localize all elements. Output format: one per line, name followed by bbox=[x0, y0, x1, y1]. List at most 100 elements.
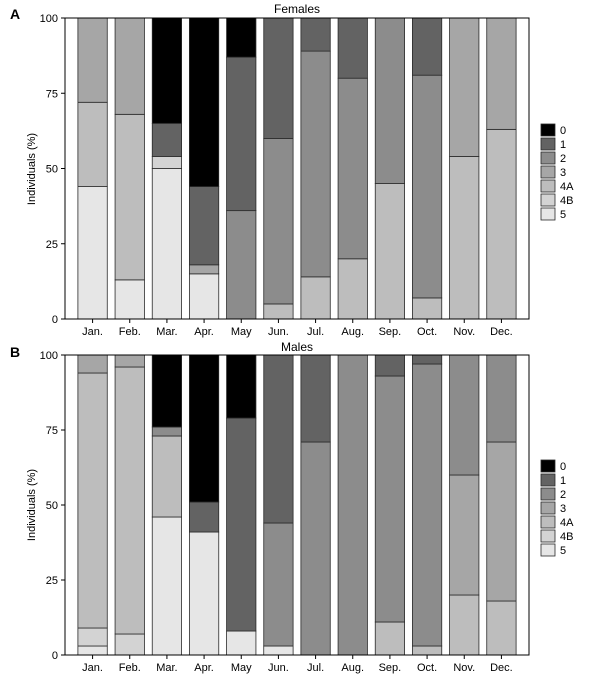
bar-segment bbox=[300, 354, 331, 443]
x-tick-label: May bbox=[231, 662, 252, 674]
legend-label: 4A bbox=[560, 517, 574, 529]
bar-segment bbox=[188, 354, 220, 503]
legend-swatch bbox=[540, 473, 556, 487]
bar-segment bbox=[114, 113, 145, 281]
bar-segment bbox=[263, 303, 294, 320]
bar-segment bbox=[151, 122, 183, 157]
bar-segment bbox=[486, 441, 517, 602]
legend-swatch bbox=[540, 123, 556, 137]
legend-swatch bbox=[540, 515, 556, 529]
x-axis: Jan. Feb. Mar. Apr. May Jun. Jul. Aug. Sep. Oct. N… bbox=[82, 319, 513, 338]
bar-segment bbox=[188, 531, 220, 656]
y-tick-label: 75 bbox=[46, 425, 58, 437]
y-tick-label: 50 bbox=[46, 500, 58, 512]
x-tick-label: Aug. bbox=[341, 662, 364, 674]
x-tick-label: Oct. bbox=[417, 326, 437, 338]
bar-segment bbox=[188, 273, 220, 320]
bar-segment bbox=[337, 354, 368, 656]
bar-segment bbox=[449, 354, 480, 476]
bar-segment bbox=[77, 354, 108, 374]
bar-segment bbox=[337, 258, 368, 320]
y-tick-label: 0 bbox=[52, 650, 58, 662]
x-tick-label: Nov. bbox=[453, 326, 475, 338]
y-tick-label: 25 bbox=[46, 239, 58, 251]
bar-segment bbox=[449, 594, 480, 656]
bar-segment bbox=[449, 17, 480, 157]
bar-segment bbox=[188, 186, 220, 266]
legend-swatch bbox=[540, 487, 556, 501]
x-tick-label: Jul. bbox=[307, 326, 324, 338]
bar-segment bbox=[151, 435, 183, 518]
legend-label: 4A bbox=[560, 181, 574, 193]
bar-segment bbox=[263, 645, 294, 656]
bar-segment bbox=[449, 474, 480, 596]
bars bbox=[77, 17, 517, 320]
y-axis-label: Individuals (%) bbox=[26, 133, 38, 205]
x-tick-label: Oct. bbox=[417, 662, 437, 674]
legend-label: 5 bbox=[560, 545, 566, 557]
x-tick-label: Mar. bbox=[156, 326, 177, 338]
bar-segment bbox=[226, 56, 257, 212]
bars bbox=[77, 354, 517, 656]
y-tick-label: 100 bbox=[40, 350, 58, 362]
bar-segment bbox=[374, 375, 405, 623]
y-tick-label: 25 bbox=[46, 575, 58, 587]
legend-swatch bbox=[540, 179, 556, 193]
bar-segment bbox=[337, 77, 368, 260]
bar-segment bbox=[77, 101, 108, 187]
bar-segment bbox=[486, 354, 517, 443]
bar-segment bbox=[114, 279, 145, 320]
bar-segment bbox=[374, 621, 405, 656]
y-tick-label: 0 bbox=[52, 314, 58, 326]
bar-segment bbox=[226, 417, 257, 632]
legend-swatch bbox=[540, 165, 556, 179]
legend: 0 1 2 3 4A 4B 5 bbox=[540, 123, 574, 221]
x-tick-label: Nov. bbox=[453, 662, 475, 674]
bar-segment bbox=[114, 354, 145, 368]
legend-label: 4B bbox=[560, 531, 573, 543]
legend-label: 4B bbox=[560, 195, 573, 207]
bar-segment bbox=[226, 210, 257, 320]
bar-segment bbox=[300, 50, 331, 278]
legend-label: 2 bbox=[560, 489, 566, 501]
bar-segment bbox=[337, 17, 368, 79]
bar-segment bbox=[263, 522, 294, 647]
bar-segment bbox=[486, 128, 517, 320]
x-tick-label: Sep. bbox=[379, 326, 402, 338]
x-tick-label: Feb. bbox=[119, 662, 141, 674]
bar-segment bbox=[300, 441, 331, 656]
bar-segment bbox=[411, 74, 443, 299]
bar-segment bbox=[226, 17, 257, 58]
bar-segment bbox=[486, 600, 517, 656]
legend-swatch bbox=[540, 459, 556, 473]
bar-segment bbox=[114, 633, 145, 656]
x-tick-label: Dec. bbox=[490, 662, 513, 674]
legend-label: 5 bbox=[560, 209, 566, 221]
bar-segment bbox=[151, 516, 183, 656]
bar-segment bbox=[77, 645, 108, 656]
bar-segment bbox=[114, 17, 145, 115]
bar-segment bbox=[151, 156, 183, 169]
bar-segment bbox=[486, 17, 517, 130]
x-tick-label: Dec. bbox=[490, 326, 513, 338]
bar-segment bbox=[188, 17, 220, 187]
bar-segment bbox=[374, 183, 405, 320]
legend-swatch bbox=[540, 543, 556, 557]
bar-segment bbox=[77, 372, 108, 629]
y-tick-label: 50 bbox=[46, 164, 58, 176]
y-axis: 0 25 50 75 100 bbox=[40, 350, 65, 662]
legend-label: 1 bbox=[560, 475, 566, 487]
legend-label: 3 bbox=[560, 503, 566, 515]
bar-segment bbox=[411, 297, 443, 320]
x-tick-label: Sep. bbox=[379, 662, 402, 674]
bar-segment bbox=[411, 17, 443, 76]
bar-segment bbox=[226, 354, 257, 419]
legend-swatch bbox=[540, 207, 556, 221]
bar-segment bbox=[411, 645, 443, 656]
x-tick-label: Mar. bbox=[156, 662, 177, 674]
bar-segment bbox=[449, 156, 480, 320]
bar-segment bbox=[300, 17, 331, 52]
bar-segment bbox=[151, 168, 183, 320]
